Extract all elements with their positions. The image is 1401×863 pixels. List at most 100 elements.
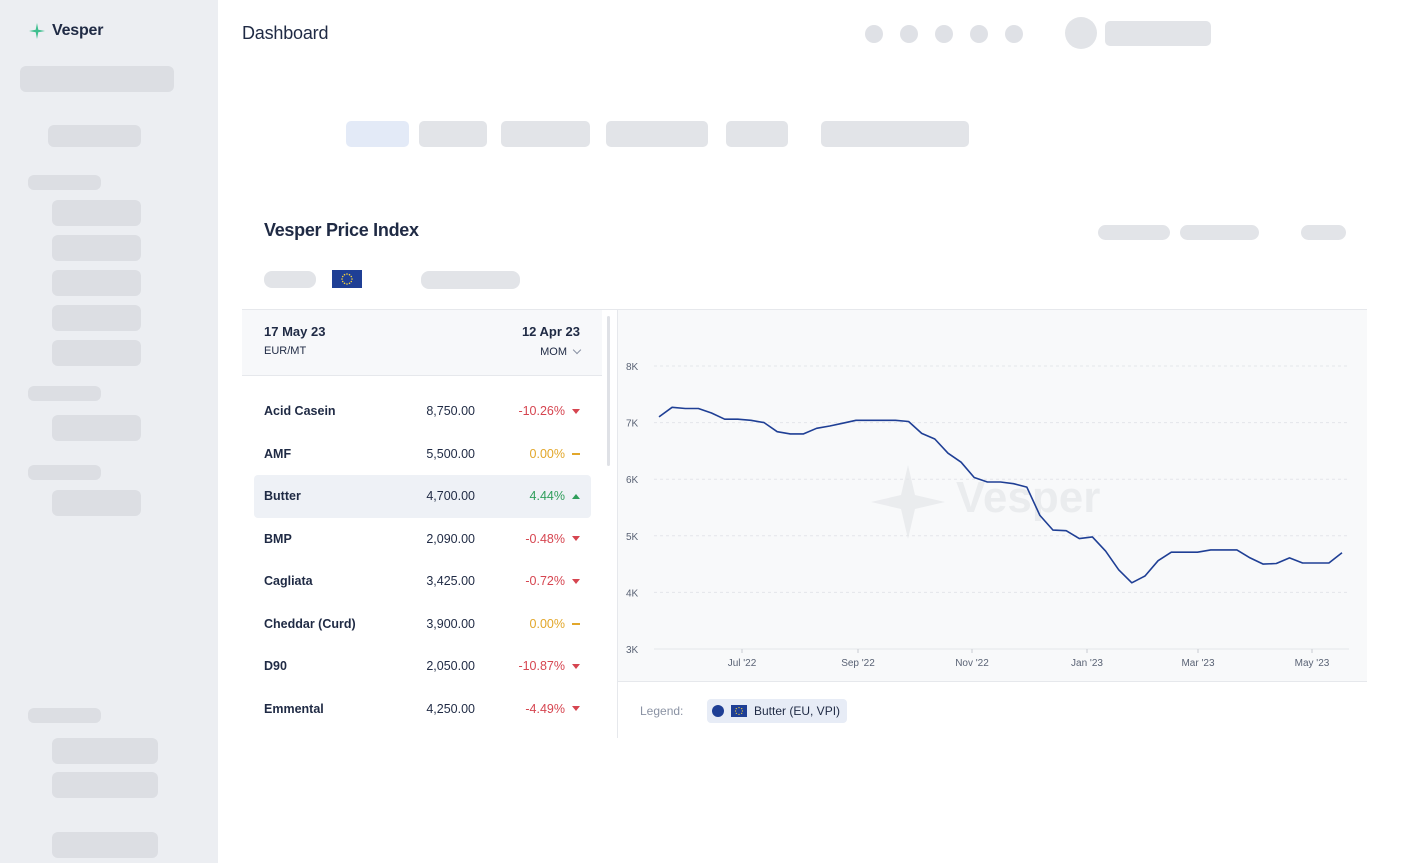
panel-action-skeleton[interactable] [1180,225,1259,240]
header-icon-skeleton[interactable] [1005,25,1023,43]
product-name: BMP [264,531,292,546]
price-change: 0.00% [529,446,565,461]
arrow-down-icon [572,662,580,670]
dash-icon [572,450,580,458]
tab-skeleton[interactable] [726,121,788,147]
price-change: -0.48% [525,531,565,546]
price-change: 0.00% [529,616,565,631]
tab-skeleton[interactable] [821,121,969,147]
legend-label: Legend: [640,704,684,718]
sidebar-search-skeleton[interactable] [20,66,174,92]
legend-item-label: Butter (EU, VPI) [754,704,841,718]
tab-skeleton[interactable] [606,121,708,147]
price-change: -10.26% [518,404,565,419]
table-row[interactable]: D90 2,050.00 -10.87% [254,645,591,688]
eu-flag-icon[interactable] [332,270,362,288]
panel-title: Vesper Price Index [264,220,419,240]
tab-skeleton[interactable] [419,121,487,147]
sidebar-item-skeleton[interactable] [52,772,158,798]
sidebar-item-skeleton[interactable] [52,340,141,366]
series-line-butter [658,406,1343,584]
x-tick-label: Sep '22 [841,658,875,669]
watermark-text: Vesper [956,473,1100,522]
panel-divider [617,310,618,738]
sidebar-section-skeleton [28,386,101,401]
legend-bar: Legend: Butter (EU, VPI) [618,681,1367,738]
product-price: 8,750.00 [426,404,475,419]
product-price: 4,700.00 [426,489,475,504]
header-icon-skeleton[interactable] [865,25,883,43]
series-color-dot [712,705,724,717]
dash-icon [572,620,580,628]
arrow-up-icon [572,492,580,500]
comparison-mode-dropdown[interactable]: MOM [540,345,582,358]
sidebar-item-skeleton[interactable] [52,415,141,441]
panel-action-skeleton[interactable] [1098,225,1170,240]
product-price: 2,090.00 [426,531,475,546]
y-tick-label: 5K [626,532,639,543]
sidebar-item-skeleton[interactable] [52,738,158,764]
table-row[interactable]: Cheddar (Curd) 3,900.00 0.00% [254,603,591,646]
x-tick-label: Jul '22 [728,658,757,669]
table-row[interactable]: AMF 5,500.00 0.00% [254,433,591,476]
x-tick-label: Mar '23 [1181,658,1214,669]
price-change: -0.72% [525,574,565,589]
product-price: 2,050.00 [426,659,475,674]
tab-skeleton-active[interactable] [346,121,409,147]
sidebar-item-skeleton[interactable] [52,305,141,331]
chevron-down-icon [572,345,582,355]
arrow-down-icon [572,705,580,713]
arrow-down-icon [572,577,580,585]
table-header: 17 May 23 EUR/MT 12 Apr 23 MOM [242,310,602,376]
y-tick-label: 6K [626,475,639,486]
unit-label: EUR/MT [264,345,307,357]
user-name-skeleton[interactable] [1105,21,1211,46]
tab-skeleton[interactable] [501,121,590,147]
x-tick-label: May '23 [1295,658,1330,669]
product-name: D90 [264,659,287,674]
y-tick-label: 4K [626,588,639,599]
product-name: Cheddar (Curd) [264,616,356,631]
filter-skeleton[interactable] [264,271,316,288]
table-row[interactable]: Emmental 4,250.00 -4.49% [254,688,591,731]
y-tick-label: 7K [626,419,639,430]
sidebar-item-skeleton[interactable] [52,832,158,858]
price-index-panel [242,309,1367,739]
filter-skeleton[interactable] [421,271,520,289]
sidebar-item-skeleton[interactable] [48,125,141,147]
table-row[interactable]: BMP 2,090.00 -0.48% [254,518,591,561]
current-date: 17 May 23 [264,324,326,339]
brand-name: Vesper [52,22,104,39]
x-tick-label: Jan '23 [1071,658,1103,669]
brand[interactable]: Vesper [28,22,103,40]
table-row[interactable]: Cagliata 3,425.00 -0.72% [254,560,591,603]
table-row[interactable]: Acid Casein 8,750.00 -10.26% [254,390,591,433]
product-name: Butter [264,489,301,504]
product-price: 3,900.00 [426,616,475,631]
sidebar-item-skeleton[interactable] [52,200,141,226]
table-row[interactable]: Butter 4,700.00 4.44% [254,475,591,518]
sidebar-section-skeleton [28,708,101,723]
price-list: Acid Casein 8,750.00 -10.26% AMF 5,500.00 0.0… [254,390,591,730]
compare-date: 12 Apr 23 [521,324,580,339]
product-price: 5,500.00 [426,446,475,461]
watermark-logo-icon [871,465,945,539]
sidebar-item-skeleton[interactable] [52,490,141,516]
avatar[interactable] [1065,17,1097,49]
x-tick-label: Nov '22 [955,658,989,669]
sidebar: Vesper [0,0,218,863]
product-price: 3,425.00 [426,574,475,589]
sidebar-item-skeleton[interactable] [52,270,141,296]
price-chart[interactable]: Vesper 3K 4K 5K 6K 7K 8K Jul '22 Sep '22 Nov '22 J… [618,310,1367,681]
y-tick-label: 3K [626,645,639,656]
legend-item[interactable]: Butter (EU, VPI) [707,699,848,723]
panel-action-skeleton[interactable] [1301,225,1346,240]
product-price: 4,250.00 [426,701,475,716]
header-icon-skeleton[interactable] [900,25,918,43]
product-name: Acid Casein [264,404,336,419]
header-icon-skeleton[interactable] [935,25,953,43]
sidebar-item-skeleton[interactable] [52,235,141,261]
scrollbar[interactable] [607,316,610,466]
header-icon-skeleton[interactable] [970,25,988,43]
